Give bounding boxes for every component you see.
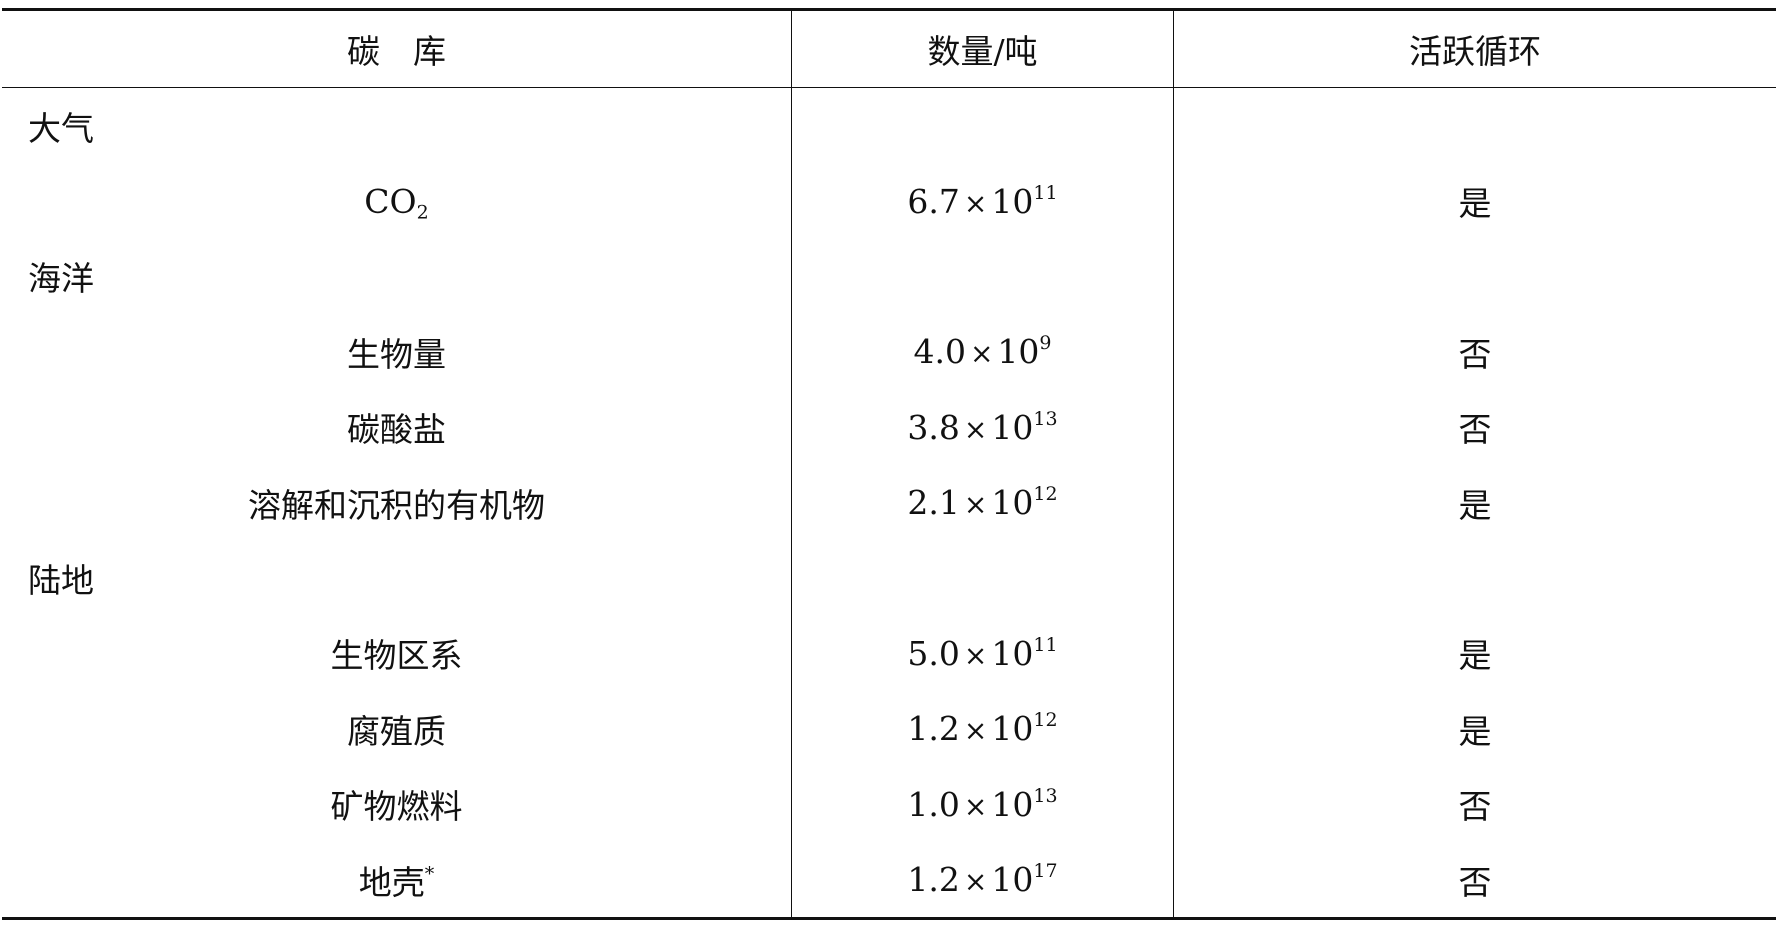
active-cell: 否 [1173,766,1776,842]
mantissa: 1.2 [907,860,960,900]
footnote-mark: * [424,862,435,885]
active-cell: 否 [1173,841,1776,919]
category-label: 大气 [2,88,792,164]
header-active-cycle: 活跃循环 [1173,9,1776,88]
times-sign: × [963,186,988,220]
pool-cell: 生物区系 [2,616,792,691]
amount-cell: 3.8 × 1013 [791,389,1174,465]
table-row: CO2 6.7 × 1011 是 [2,163,1776,239]
active-cell: 是 [1173,691,1776,767]
active-cell: 是 [1173,163,1776,239]
pool-name: 溶解和沉积的有机物 [248,485,545,525]
base: 10 [991,181,1034,221]
carbon-pool-table: 碳 库 数量/吨 活跃循环 大气 CO2 6.7 × 1011 是海洋 生物量 4.0 ×… [2,8,1776,921]
active-cell: 是 [1173,615,1776,692]
mantissa: 2.1 [907,483,960,523]
empty-cell [1173,238,1776,315]
amount-cell: 5.0 × 1011 [791,615,1174,692]
exponent: 11 [1033,181,1058,204]
category-text: 陆地 [28,561,94,601]
exponent: 12 [1033,482,1058,505]
amount-cell: 2.1 × 1012 [791,464,1174,541]
category-row: 大气 [2,87,1776,164]
base: 10 [991,407,1034,447]
header-row: 碳 库 数量/吨 活跃循环 [2,9,1776,88]
base: 10 [991,709,1034,749]
header-amount: 数量/吨 [791,9,1174,88]
mantissa: 3.8 [907,407,960,447]
pool-name: 地壳 [358,862,425,902]
pool-cell: 矿物燃料 [2,767,792,842]
pool-cell: 腐殖质 [2,691,792,766]
category-text: 大气 [28,108,94,148]
active-cell: 否 [1173,314,1776,390]
empty-cell [791,540,1174,616]
table-row: 生物区系 5.0 × 1011 是 [2,615,1776,692]
base: 10 [991,860,1034,900]
amount-cell: 1.2 × 1012 [791,691,1174,767]
mantissa: 4.0 [913,332,966,372]
exponent: 13 [1033,407,1058,430]
exponent: 9 [1039,332,1052,355]
amount-cell: 1.0 × 1013 [791,766,1174,842]
pool-cell: 地壳* [2,842,792,919]
category-text: 海洋 [28,259,94,299]
mantissa: 5.0 [907,633,960,673]
table-row: 地壳* 1.2 × 1017 否 [2,841,1776,919]
active-cell: 否 [1173,389,1776,465]
pool-name: 腐殖质 [347,711,446,751]
times-sign: × [969,337,994,371]
pool-cell: 溶解和沉积的有机物 [2,465,792,540]
pool-name: 矿物燃料 [330,787,463,827]
exponent: 13 [1033,784,1058,807]
pool-name: 碳酸盐 [347,410,446,450]
times-sign: × [963,638,988,672]
empty-cell [791,238,1174,315]
category-label: 海洋 [2,239,792,314]
pool-cell: 生物量 [2,314,792,389]
table-row: 碳酸盐 3.8 × 1013 否 [2,389,1776,465]
table-row: 溶解和沉积的有机物 2.1 × 1012 是 [2,464,1776,541]
amount-cell: 6.7 × 1011 [791,163,1174,239]
header-carbon-pool: 碳 库 [2,9,792,88]
empty-cell [1173,87,1776,164]
table-row: 腐殖质 1.2 × 1012 是 [2,691,1776,767]
pool-cell: 碳酸盐 [2,390,792,465]
active-cell: 是 [1173,464,1776,541]
category-row: 海洋 [2,238,1776,315]
exponent: 17 [1033,859,1058,882]
mantissa: 1.2 [907,709,960,749]
pool-name: CO [364,181,417,221]
base: 10 [991,784,1034,824]
category-row: 陆地 [2,540,1776,616]
amount-cell: 1.2 × 1017 [791,841,1174,919]
times-sign: × [963,714,988,748]
base: 10 [991,633,1034,673]
empty-cell [791,87,1174,164]
category-label: 陆地 [2,540,792,615]
amount-cell: 4.0 × 109 [791,314,1174,390]
empty-cell [1173,540,1776,616]
pool-name: 生物区系 [330,636,463,676]
pool-name: 生物量 [347,334,446,374]
times-sign: × [963,789,988,823]
mantissa: 6.7 [907,181,960,221]
base: 10 [991,483,1034,523]
exponent: 12 [1033,709,1058,732]
table-row: 生物量 4.0 × 109 否 [2,314,1776,390]
exponent: 11 [1033,633,1058,656]
table-row: 矿物燃料 1.0 × 1013 否 [2,766,1776,842]
base: 10 [997,332,1040,372]
times-sign: × [963,865,988,899]
times-sign: × [963,412,988,446]
subscript: 2 [416,201,429,224]
mantissa: 1.0 [907,784,960,824]
times-sign: × [963,488,988,522]
pool-cell: CO2 [2,163,792,238]
